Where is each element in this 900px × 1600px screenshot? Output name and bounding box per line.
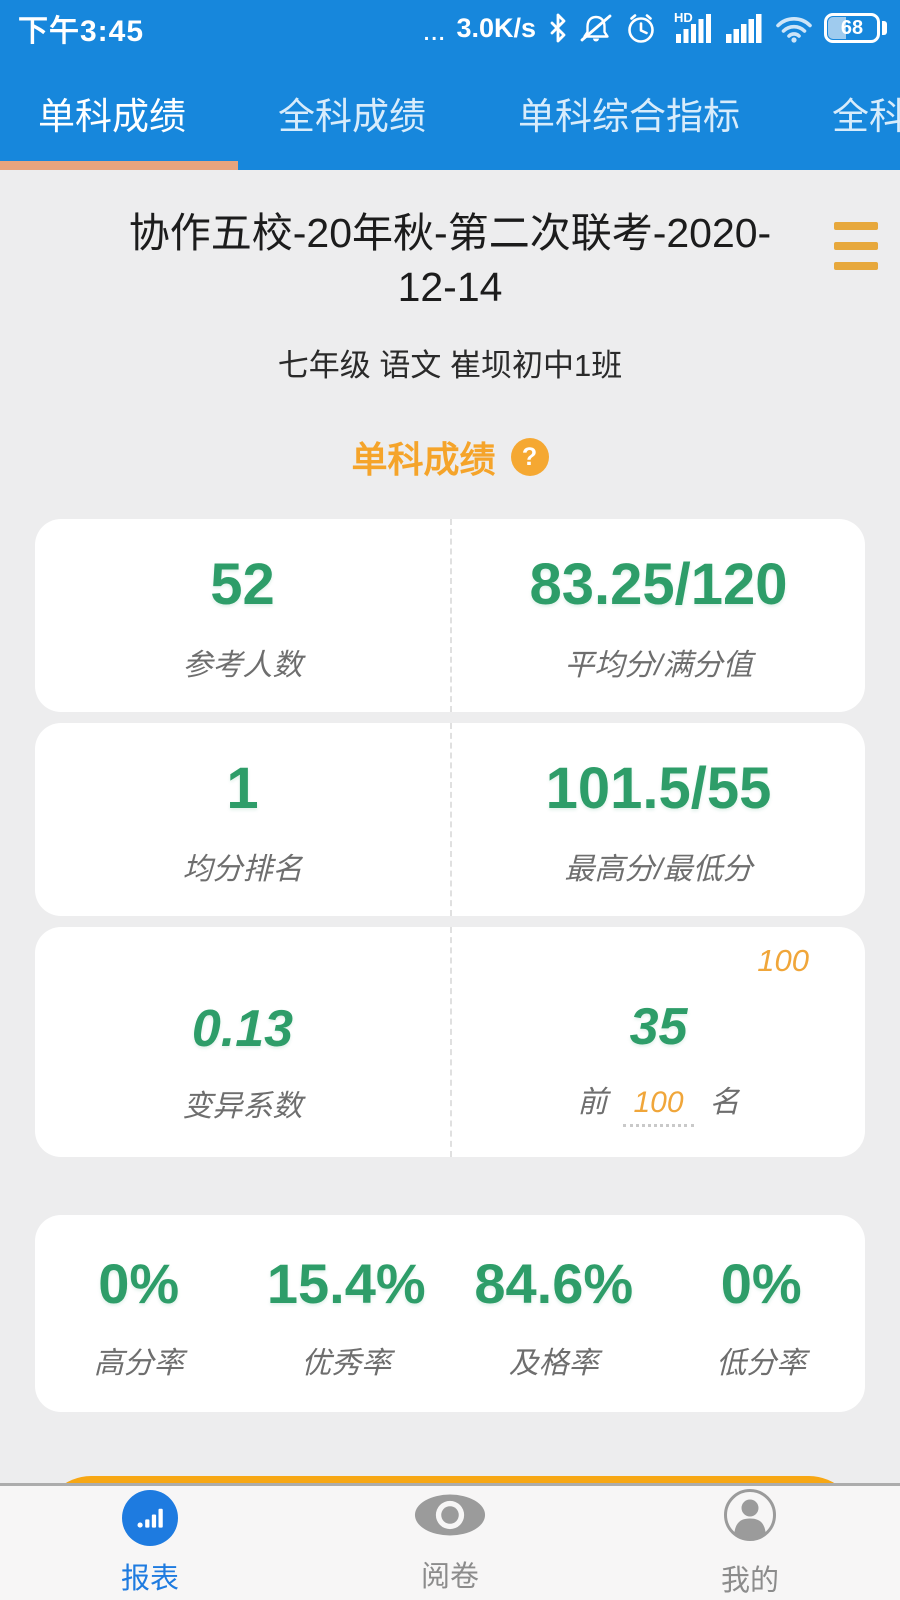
- active-tab-underline: [0, 161, 238, 170]
- tab-single-subject-score[interactable]: 单科成绩: [38, 96, 186, 137]
- top-n-prefix: 前: [577, 1086, 608, 1120]
- signal-hd-icon: HD: [668, 11, 714, 45]
- stat-top-n-count: 100 35 前 100 名: [450, 927, 865, 1158]
- clock-time: 下午3:45: [18, 15, 145, 48]
- top-n-max-value: 100: [757, 943, 809, 979]
- nav-marking[interactable]: 阅卷: [300, 1486, 600, 1600]
- top-n-input[interactable]: 100: [623, 1086, 694, 1128]
- bar-chart-icon: [122, 1489, 178, 1546]
- nav-profile[interactable]: 我的: [600, 1486, 900, 1600]
- stat-card-row-3: 0.13 变异系数 100 35 前 100 名: [35, 927, 865, 1158]
- rate-label: 优秀率: [301, 1347, 392, 1381]
- nav-label: 阅卷: [420, 1561, 479, 1593]
- rate-label: 高分率: [93, 1347, 184, 1381]
- nav-label: 报表: [120, 1562, 179, 1595]
- rate-label: 低分率: [716, 1347, 807, 1381]
- stat-card-row-1: 52 参考人数 83.25/120 平均分/满分值: [35, 519, 865, 713]
- bottom-nav: 报表 阅卷 我的: [0, 1483, 900, 1600]
- stat-label: 均分排名: [182, 853, 303, 887]
- network-speed: 3.0K/s: [456, 12, 536, 43]
- tab-single-subject-index[interactable]: 单科综合指标: [518, 96, 740, 137]
- rate-value: 0%: [98, 1252, 180, 1316]
- tab-all-subject-index[interactable]: 全科综合指标: [832, 96, 900, 137]
- stat-label: 最高分/最低分: [564, 853, 753, 887]
- nav-label: 我的: [720, 1565, 779, 1597]
- help-icon[interactable]: ?: [510, 438, 549, 477]
- rate-low-score: 0% 低分率: [658, 1215, 866, 1412]
- class-info: 七年级 语文 崔坝初中1班: [277, 348, 623, 384]
- stat-value: 1: [226, 756, 259, 822]
- network-activity-dots: ...: [423, 22, 447, 45]
- stat-value: 101.5/55: [545, 756, 772, 822]
- top-n-label: 前 100 名: [577, 1077, 740, 1128]
- rate-excellent: 15.4% 优秀率: [243, 1215, 451, 1412]
- stat-label: 参考人数: [182, 649, 303, 683]
- status-icons: ... 3.0K/s HD: [424, 11, 888, 45]
- nav-reports[interactable]: 报表: [0, 1486, 300, 1600]
- stat-average-fullscore: 83.25/120 平均分/满分值: [450, 519, 865, 713]
- section-header: 单科成绩 ?: [0, 431, 900, 483]
- rate-value: 0%: [720, 1252, 802, 1316]
- top-tab-bar: 单科成绩 全科成绩 单科综合指标 全科综合指标: [0, 56, 900, 170]
- battery-fill: [828, 17, 846, 39]
- stat-card-row-2: 1 均分排名 101.5/55 最高分/最低分: [35, 723, 865, 917]
- tab-all-subject-score[interactable]: 全科成绩: [278, 96, 426, 137]
- hd-label: HD: [674, 11, 693, 25]
- rates-card: 0% 高分率 15.4% 优秀率 84.6% 及格率 0% 低分率: [35, 1215, 866, 1413]
- exam-title: 协作五校-20年秋-第二次联考-2020-12-14: [128, 210, 772, 311]
- rate-value: 84.6%: [474, 1252, 634, 1316]
- rate-value: 15.4%: [266, 1252, 426, 1316]
- user-icon: [722, 1487, 778, 1548]
- main-content: 协作五校-20年秋-第二次联考-2020-12-14 七年级 语文 崔坝初中1班…: [0, 170, 900, 1575]
- battery-icon: 68: [824, 13, 880, 43]
- stat-participants: 52 参考人数: [35, 519, 450, 712]
- status-bar: 下午3:45 ... 3.0K/s HD: [0, 0, 900, 56]
- bluetooth-icon: [548, 13, 568, 43]
- signal-icon: [724, 11, 764, 45]
- stats-cards: 52 参考人数 83.25/120 平均分/满分值 1 均分排名 101.5/5…: [0, 519, 900, 1575]
- top-n-suffix: 名: [709, 1086, 740, 1120]
- eye-icon: [413, 1491, 487, 1544]
- stat-label: 平均分/满分值: [564, 649, 753, 683]
- stat-average-rank: 1 均分排名: [35, 723, 450, 916]
- menu-icon[interactable]: [830, 218, 882, 274]
- rate-high-score: 0% 高分率: [35, 1215, 243, 1412]
- stat-max-min-score: 101.5/55 最高分/最低分: [450, 723, 865, 917]
- stat-value: 52: [210, 552, 275, 618]
- rate-label: 及格率: [508, 1347, 599, 1381]
- wifi-icon: [774, 13, 814, 43]
- stat-variation-coefficient: 0.13 变异系数: [35, 927, 450, 1157]
- section-title: 单科成绩: [351, 439, 496, 481]
- stat-value: 0.13: [191, 1000, 294, 1059]
- alarm-clock-icon: [624, 12, 658, 44]
- bell-muted-icon: [578, 13, 614, 43]
- battery-percent: 68: [840, 16, 864, 39]
- stat-label: 变异系数: [182, 1090, 303, 1124]
- stat-value: 83.25/120: [529, 552, 788, 618]
- rate-pass: 84.6% 及格率: [450, 1215, 658, 1412]
- stat-value: 35: [629, 998, 688, 1057]
